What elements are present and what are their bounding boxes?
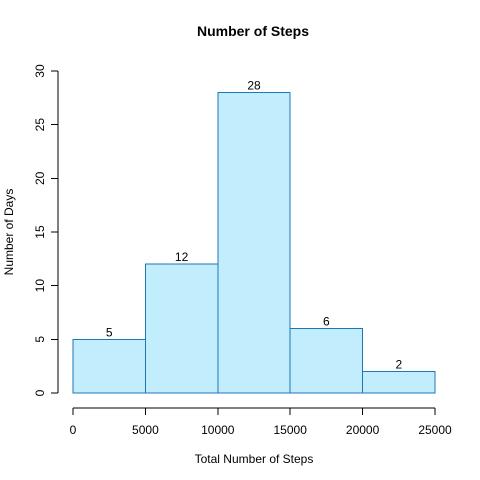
y-tick-label-1: 5: [33, 336, 47, 343]
bar-label-0: 5: [106, 325, 113, 339]
bar-label-2: 28: [247, 78, 261, 92]
y-tick-label-0: 0: [33, 389, 47, 396]
x-tick-label-4: 20000: [346, 423, 380, 437]
bar-label-1: 12: [175, 250, 189, 264]
y-tick-label-2: 10: [33, 279, 47, 293]
x-tick-label-3: 15000: [274, 423, 308, 437]
bar-label-4: 2: [395, 358, 402, 372]
bar-4: [362, 371, 436, 394]
bar-label-3: 6: [323, 315, 330, 329]
chart-title: Number of Steps: [197, 23, 309, 39]
y-axis-label: Number of Days: [2, 189, 16, 276]
x-tick-label-1: 5000: [132, 423, 159, 437]
bar-0: [72, 338, 146, 394]
bar-1: [144, 263, 219, 394]
y-tick-label-5: 25: [33, 118, 47, 132]
x-tick-label-2: 10000: [201, 423, 235, 437]
x-axis-label: Total Number of Steps: [195, 452, 314, 466]
bars-group: [72, 91, 436, 394]
x-tick-label-5: 25000: [418, 423, 452, 437]
y-axis: 0 5 10 15 20 25 30: [33, 64, 59, 396]
data-labels-group: 5 12 28 6 2: [106, 78, 403, 371]
bar-3: [289, 328, 364, 394]
x-tick-label-0: 0: [70, 423, 77, 437]
bar-2: [217, 91, 291, 394]
y-tick-label-6: 30: [33, 64, 47, 78]
y-tick-label-3: 15: [33, 225, 47, 239]
x-axis: 0 5000 10000 15000 20000 25000: [70, 407, 452, 437]
y-tick-label-4: 20: [33, 171, 47, 185]
